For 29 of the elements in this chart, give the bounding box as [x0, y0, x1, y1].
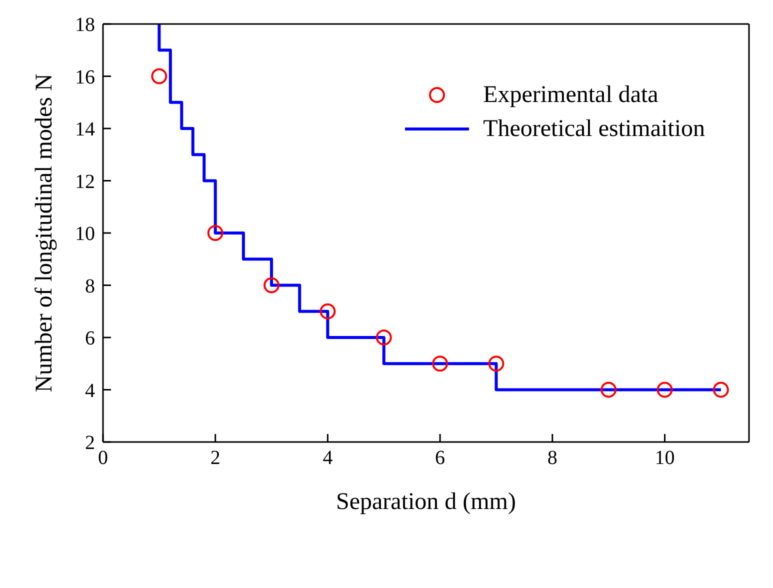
y-tick-label: 14 — [75, 118, 95, 141]
y-tick-label: 18 — [75, 14, 95, 36]
y-tick-label: 4 — [85, 380, 95, 402]
y-axis-title: Number of longitudinal modes N — [32, 74, 58, 392]
point — [207, 225, 224, 241]
x-axis-title: Separation d (mm) — [336, 489, 516, 516]
x-tick-label: 10 — [654, 447, 675, 470]
legend-label: Experimental data — [483, 82, 658, 108]
y-tick-label: 2 — [85, 432, 95, 454]
point — [432, 356, 448, 372]
point — [151, 68, 168, 84]
x-tick-label: 8 — [547, 447, 558, 470]
y-tick-label: 12 — [75, 170, 95, 193]
point — [320, 303, 336, 320]
point — [376, 330, 392, 346]
point — [600, 382, 617, 398]
x-tick-label: 2 — [210, 447, 220, 470]
y-tick-label: 16 — [75, 66, 95, 88]
x-tick-label: 4 — [322, 447, 333, 470]
point — [712, 382, 729, 398]
y-tick-label: 8 — [85, 275, 95, 298]
point — [264, 277, 280, 294]
point — [656, 382, 673, 398]
y-tick-label: 6 — [85, 328, 95, 350]
y-tick-label: 10 — [75, 223, 95, 246]
x-tick-label: 6 — [435, 447, 446, 470]
legend-label: Theoretical estimaition — [483, 116, 705, 142]
x-tick-label: 0 — [98, 447, 108, 470]
point — [488, 356, 504, 372]
